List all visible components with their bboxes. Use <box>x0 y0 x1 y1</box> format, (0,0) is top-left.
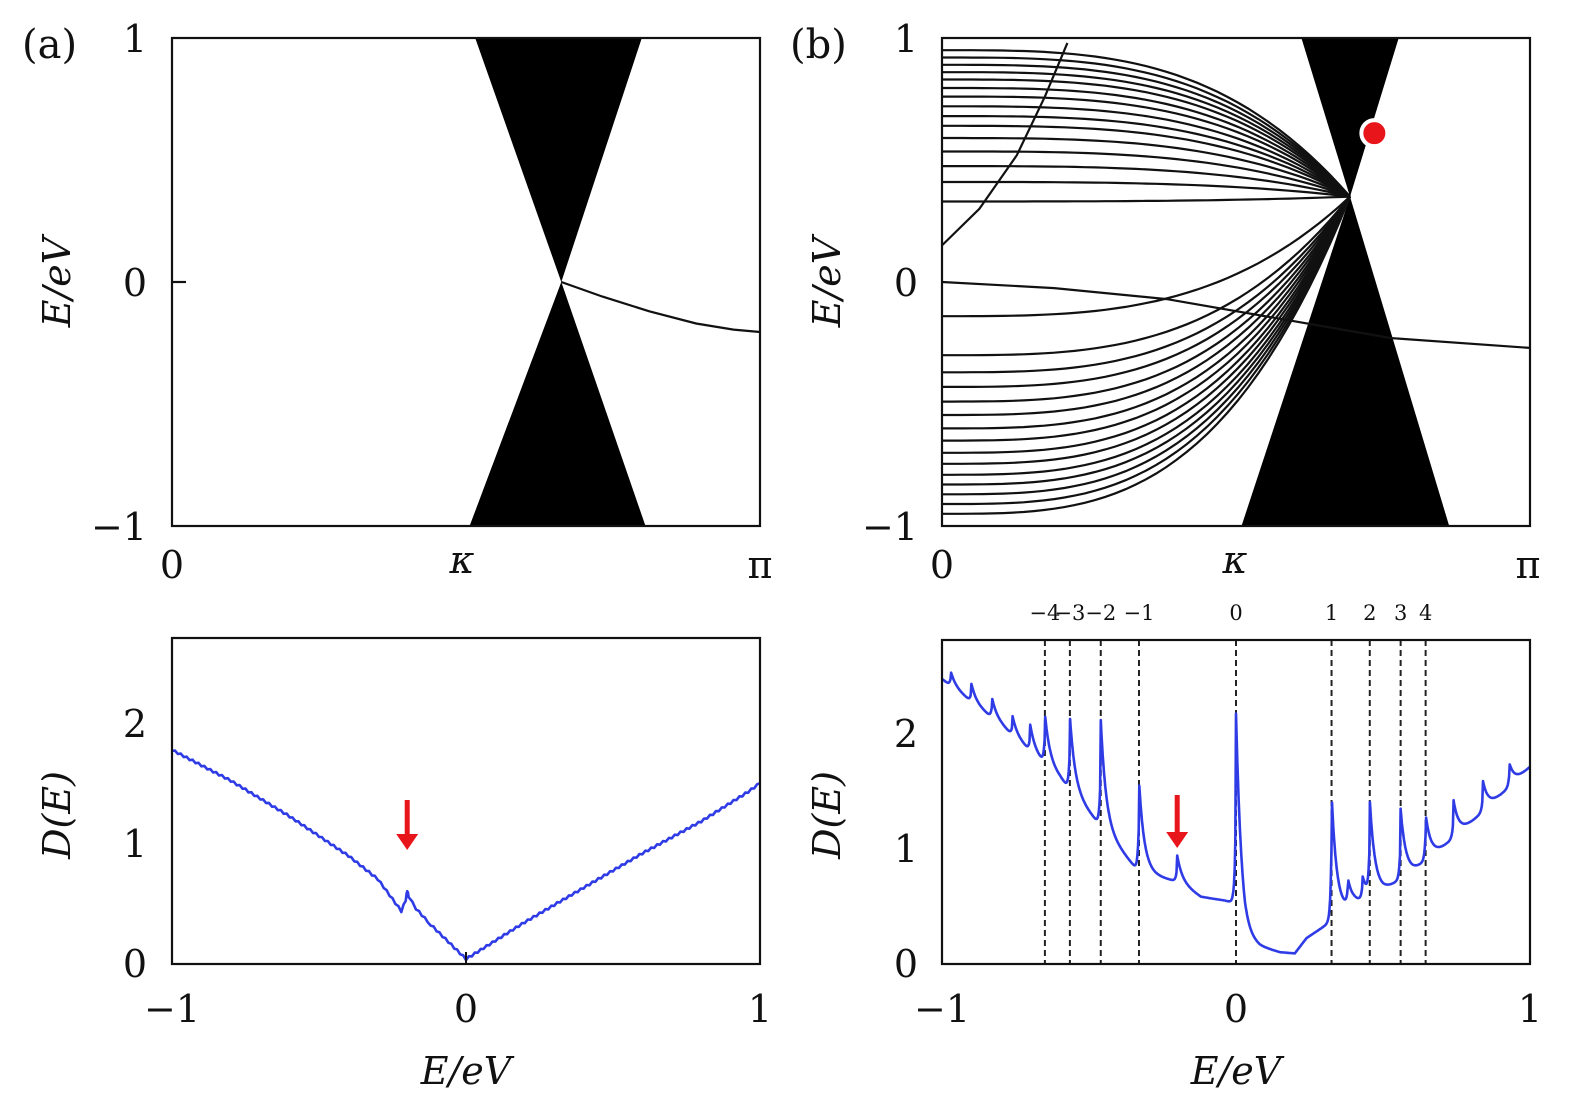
panel-a-density-of-states: 2 1 0 −1 0 1 E/eV D(E) <box>35 636 772 1093</box>
landau-level-line <box>942 95 1351 198</box>
y-tick-label: 0 <box>894 261 918 305</box>
y-axis-label: E/eV <box>35 233 79 328</box>
y-tick-label: 2 <box>894 712 918 756</box>
x-tick-label: 0 <box>454 987 478 1031</box>
level-index-label: 4 <box>1419 601 1432 625</box>
x-tick-label: π <box>748 543 773 587</box>
panel-a-top-frame <box>170 36 762 528</box>
y-axis-label: D(E) <box>35 771 79 860</box>
y-axis-label: E/eV <box>805 233 849 328</box>
x-tick-label: 0 <box>930 543 954 587</box>
edge-state-upper-line <box>941 42 1069 247</box>
y-tick-label: −1 <box>862 505 918 549</box>
x-tick-label: κ <box>1222 538 1248 582</box>
y-tick-label: 2 <box>123 702 147 746</box>
red-dot-marker <box>1359 118 1390 149</box>
landau-level-line <box>942 196 1352 486</box>
panel-b-band-structure: (b) 1 0 −1 0 κ π E/eV <box>790 17 1540 587</box>
x-tick-label: κ <box>449 538 475 582</box>
level-index-label: −3 <box>1054 601 1085 625</box>
landau-level-line <box>942 115 1351 198</box>
landau-level-line <box>942 195 1351 203</box>
x-tick-label: 1 <box>1518 987 1542 1031</box>
landau-level-line <box>942 195 1351 357</box>
y-tick-label: 0 <box>123 942 147 986</box>
continuum-lower-band <box>469 282 646 526</box>
landau-level-line <box>942 196 1351 465</box>
landau-level-line <box>942 180 1351 198</box>
landau-level-line <box>942 136 1351 198</box>
y-tick-label: 1 <box>894 827 918 871</box>
red-arrow <box>1166 795 1189 848</box>
landau-level-line <box>942 124 1351 198</box>
y-tick-label: 0 <box>894 942 918 986</box>
level-index-label: −4 <box>1029 601 1060 625</box>
panel-b-bottom-frame <box>940 638 1532 966</box>
landau-level-line <box>942 195 1351 388</box>
landau-level-line <box>942 196 1352 496</box>
x-tick-label: 0 <box>1224 987 1248 1031</box>
level-index-label: 1 <box>1325 601 1338 625</box>
continuum-upper-band <box>475 38 642 282</box>
level-index-label: 2 <box>1363 601 1376 625</box>
level-index-label: −2 <box>1085 601 1116 625</box>
landau-level-line <box>942 71 1351 198</box>
landau-level-line <box>942 86 1351 198</box>
landau-level-line <box>942 63 1351 198</box>
panel-label-a: (a) <box>22 22 77 68</box>
dos-curve <box>941 671 1531 955</box>
panel-b-top-frame <box>940 36 1532 528</box>
level-index-label: 0 <box>1229 601 1242 625</box>
panel-b-density-of-states: −4−3 −2 −1 0 1 2 3 4 2 1 0 −1 0 1 E/eV D(E) <box>805 601 1542 1093</box>
landau-level-line <box>942 196 1351 417</box>
landau-level-line <box>942 195 1351 318</box>
y-tick-label: 1 <box>123 822 147 866</box>
panel-a-bottom-frame <box>170 636 762 966</box>
level-index-label: −1 <box>1123 601 1154 625</box>
landau-level-line <box>942 105 1351 198</box>
landau-level-line <box>942 195 1351 374</box>
x-tick-label: −1 <box>914 987 970 1031</box>
landau-level-line <box>942 49 1351 198</box>
x-tick-label: π <box>1516 543 1541 587</box>
landau-level-line <box>942 150 1351 198</box>
landau-level-line <box>942 196 1351 430</box>
y-tick-label: −1 <box>91 505 147 549</box>
dos-curve <box>171 749 761 962</box>
continuum-lower-band <box>1241 196 1450 526</box>
red-arrow <box>396 800 419 850</box>
landau-level-line <box>942 196 1351 454</box>
landau-level-line <box>942 78 1351 198</box>
y-tick-label: 1 <box>123 17 147 61</box>
landau-level-line <box>942 196 1352 506</box>
landau-level-line <box>942 196 1351 403</box>
landau-levels <box>942 49 1352 515</box>
continuum-upper-band <box>1301 38 1399 197</box>
y-tick-label: 1 <box>894 17 918 61</box>
edge-state-line <box>941 280 1531 349</box>
panel-label-b: (b) <box>790 22 847 68</box>
landau-level-line <box>942 196 1352 515</box>
x-tick-label: −1 <box>144 987 200 1031</box>
level-index-label: 3 <box>1394 601 1407 625</box>
x-tick-label: 1 <box>748 987 772 1031</box>
panel-a-band-structure: (a) 1 0 −1 0 κ π E/eV <box>22 17 772 587</box>
y-tick-label: 0 <box>123 261 147 305</box>
x-axis-label: E/eV <box>1190 1049 1285 1093</box>
landau-level-line <box>942 196 1351 442</box>
landau-level-line <box>942 56 1351 198</box>
x-axis-label: E/eV <box>420 1049 515 1093</box>
edge-state-line <box>560 280 761 334</box>
y-axis-label: D(E) <box>805 771 849 860</box>
x-tick-label: 0 <box>160 543 184 587</box>
level-dashed-lines: −4−3 −2 −1 0 1 2 3 4 <box>1029 601 1432 964</box>
